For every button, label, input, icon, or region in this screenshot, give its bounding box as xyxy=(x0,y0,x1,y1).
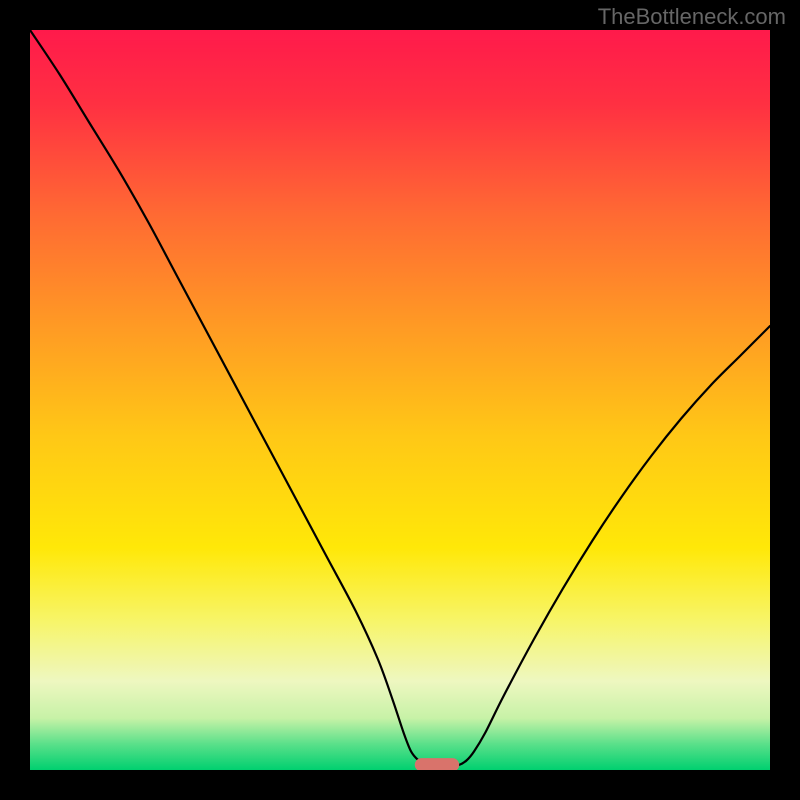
watermark-text: TheBottleneck.com xyxy=(598,4,786,30)
bottom-marker xyxy=(30,30,770,770)
optimal-marker xyxy=(415,758,459,770)
plot-area xyxy=(30,30,770,770)
